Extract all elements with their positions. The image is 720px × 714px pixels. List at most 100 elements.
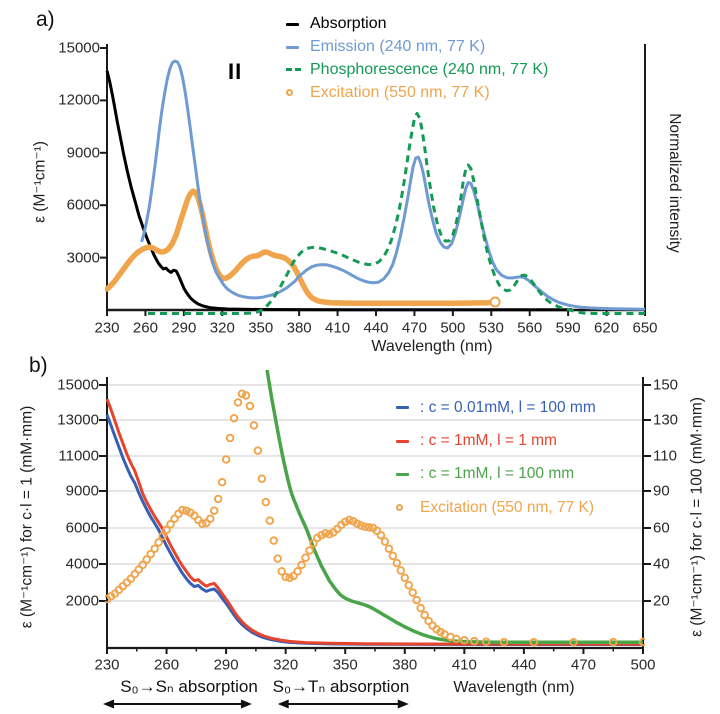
excitation-data-circle xyxy=(404,581,413,590)
panel-a-x-tick-label: 290 xyxy=(171,319,197,337)
excitation-data-circle xyxy=(178,505,187,515)
panel-b-x-tick-label: 320 xyxy=(273,656,299,674)
panel-b-y2-tick-label: 60 xyxy=(653,519,670,537)
panel-b-legend: : c = 0.01mM, l = 100 mm : c = 1mM, l = … xyxy=(396,391,596,525)
legend-label: Excitation (550 nm, 77 K) xyxy=(420,498,595,516)
panel-a-y2-axis-title: Normalized intensity xyxy=(666,113,683,253)
panel-a-x-tick-label: 620 xyxy=(594,319,620,337)
panel-a-x-tick-label: 230 xyxy=(94,319,120,337)
panel-b-y-axis-title: ε (M⁻¹cm⁻¹) for c·l = 1 (mM·mm) xyxy=(18,405,36,629)
panel-b-x-tick-label: 380 xyxy=(392,656,418,674)
excitation-data-circle xyxy=(249,421,259,430)
excitation-data-circle xyxy=(269,536,279,545)
legend-item-excitation-b: Excitation (550 nm, 77 K) xyxy=(396,491,596,524)
panel-b-y-tick-label: 2000 xyxy=(65,592,99,610)
legend-item-red-series: : c = 1mM, l = 1 mm xyxy=(396,424,596,457)
excitation-data-circle xyxy=(265,516,275,525)
excitation-data-circle xyxy=(309,539,318,548)
panel-a-y-tick-label: 6000 xyxy=(66,196,100,214)
panel-b-series xyxy=(105,370,645,647)
excitation-data-circle xyxy=(392,558,402,568)
panel-a-x-tick-label: 500 xyxy=(440,319,466,337)
red-absorbance-curve xyxy=(105,398,643,646)
panel-a-x-tick-label: 650 xyxy=(632,319,658,337)
excitation-data-circle xyxy=(225,433,235,443)
phosphorescence-curve xyxy=(148,112,645,315)
excitation-data-circle xyxy=(452,634,461,644)
s0-sn-absorption-annotation: S₀→Sₙ absorption xyxy=(120,677,258,696)
legend-item-emission: Emission (240 nm, 77 K) xyxy=(286,36,548,59)
excitation-data-circle xyxy=(420,610,429,620)
excitation-data-circle xyxy=(205,514,215,524)
legend-item-excitation: Excitation (550 nm, 77 K) xyxy=(286,81,548,104)
absorption-curve xyxy=(105,70,572,312)
panel-b-y2-tick-label: 20 xyxy=(653,592,670,610)
excitation-data-circle xyxy=(221,455,231,464)
legend-label: Excitation (550 nm, 77 K) xyxy=(310,83,490,101)
panel-b-x-tick-label: 260 xyxy=(154,656,180,674)
excitation-data-circle xyxy=(529,637,539,647)
panel-a-x-tick-label: 470 xyxy=(401,319,427,337)
panel-a-label: a) xyxy=(36,8,55,31)
panel-b-y-tick-label: 15000 xyxy=(57,376,99,394)
panel-b-y2-tick-label: 90 xyxy=(653,482,670,500)
excitation-data-circle xyxy=(281,572,290,582)
panel-a-y-axis-title: ε (M⁻¹cm⁻¹) xyxy=(31,141,49,223)
excitation-data-circle xyxy=(217,478,227,487)
excitation-data-circle xyxy=(209,506,219,515)
s0-sn-arrow-right-head xyxy=(240,699,252,709)
excitation-data-circle xyxy=(460,635,469,645)
legend-item-blue-series: : c = 0.01mM, l = 100 mm xyxy=(396,391,596,424)
panel-a-x-tick-label: 590 xyxy=(555,319,581,337)
green-dash-icon xyxy=(396,472,416,476)
panel-b-y-tick-label: 4000 xyxy=(65,555,99,573)
panel-a-legend: Absorption Emission (240 nm, 77 K) Phosp… xyxy=(286,13,548,104)
excitation-data-circle xyxy=(380,537,390,546)
panel-a-x-tick-label: 560 xyxy=(517,319,543,337)
panel-a-x-tick-label: 440 xyxy=(363,319,389,337)
excitation-data-circle xyxy=(245,401,255,411)
emission-curve xyxy=(140,59,646,311)
legend-label: Phosphorescence (240 nm, 77 K) xyxy=(310,60,549,78)
excitation-circle-icon xyxy=(286,89,306,97)
excitation-data-circle xyxy=(321,529,330,538)
green-absorbance-curve xyxy=(265,370,643,645)
panel-b-x-tick-label: 230 xyxy=(94,656,120,674)
panel-b-y2-tick-label: 150 xyxy=(653,376,679,394)
excitation-data-circle xyxy=(376,530,386,540)
panel-b-x-tick-label: 500 xyxy=(630,656,656,674)
excitation-data-circle xyxy=(277,567,286,576)
panel-b-y2-axis-title: ε (M⁻¹cm⁻¹) for c·l = 100 (mM·mm) xyxy=(688,397,706,637)
excitation-data-circle xyxy=(396,566,406,575)
compound-ii-label: II xyxy=(228,59,243,84)
excitation-data-circle xyxy=(305,546,314,555)
panel-b-label: b) xyxy=(29,354,48,377)
panel-b-y-tick-label: 11000 xyxy=(58,447,99,465)
legend-item-green-series: : c = 1mM, l = 100 mm xyxy=(396,458,596,491)
s0-tn-absorption-annotation: S₀→Tₙ absorption xyxy=(272,677,410,696)
panel-b-x-tick-label: 350 xyxy=(332,656,358,674)
legend-item-phosphorescence: Phosphorescence (240 nm, 77 K) xyxy=(286,59,548,82)
excitation-data-circle xyxy=(301,553,310,562)
excitation-data-circle xyxy=(233,398,243,407)
panel-b-x-tick-label: 290 xyxy=(213,656,239,674)
panel-a-x-tick-label: 260 xyxy=(132,319,158,337)
legend-item-absorption: Absorption xyxy=(286,13,548,36)
excitation-end-circle xyxy=(489,296,501,308)
panel-a-x-tick-label: 380 xyxy=(286,319,312,337)
excitation-data-circle xyxy=(297,560,306,570)
phosphorescence-dashes-icon xyxy=(286,68,306,72)
excitation-data-circle xyxy=(261,497,271,507)
panel-b-x-tick-label: 410 xyxy=(451,656,477,674)
s0-tn-arrow-left-head xyxy=(277,699,289,709)
panel-a-x-axis-title: Wavelength (nm) xyxy=(371,338,493,355)
excitation-data-circle xyxy=(237,389,247,399)
panel-b-y-tick-label: 6000 xyxy=(65,519,99,537)
excitation-data-circle xyxy=(241,391,251,400)
excitation-circle-icon xyxy=(396,504,416,512)
excitation-data-circle xyxy=(142,555,151,564)
emission-dash-icon xyxy=(286,45,306,49)
panel-a-x-tick-label: 530 xyxy=(478,319,504,337)
excitation-data-circle xyxy=(608,637,618,647)
panel-a-series xyxy=(105,59,646,315)
